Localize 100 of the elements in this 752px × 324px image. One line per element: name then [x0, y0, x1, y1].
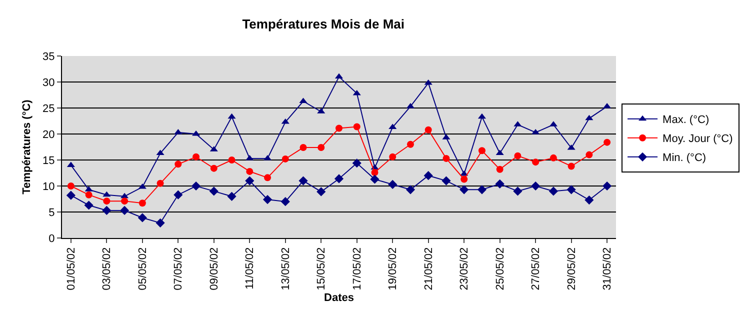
point: [442, 154, 450, 162]
point: [209, 186, 218, 196]
point: [406, 140, 414, 148]
point: [174, 128, 182, 134]
point: [300, 144, 307, 152]
point: [371, 168, 378, 176]
point: [298, 176, 308, 186]
x-tick-label: 31/05/02: [602, 247, 614, 290]
y-tick-label: 0: [48, 232, 55, 245]
point: [103, 198, 110, 205]
x-tick-label: 15/05/02: [316, 247, 328, 290]
legend-label: Moy. Jour (°C): [662, 133, 733, 146]
legend-label: Max. (°C): [662, 114, 710, 126]
point: [532, 128, 540, 134]
x-tick-label: 19/05/02: [387, 247, 400, 290]
point: [550, 154, 557, 162]
x-tick-label: 11/05/02: [244, 247, 256, 290]
point: [495, 179, 504, 188]
x-tick-label: 03/05/02: [101, 247, 114, 290]
x-tick-label: 25/05/02: [494, 247, 506, 290]
point: [531, 181, 540, 191]
point: [282, 155, 289, 162]
x-tick-label: 17/05/02: [351, 247, 364, 290]
point: [352, 90, 361, 96]
point: [210, 164, 218, 172]
point: [406, 185, 416, 194]
point: [138, 200, 146, 207]
point: [102, 191, 111, 197]
point: [566, 185, 576, 194]
point: [246, 154, 254, 160]
x-tick-label: 09/05/02: [208, 247, 220, 290]
point: [262, 194, 272, 204]
point: [514, 152, 522, 160]
y-tick-label: 30: [42, 76, 55, 89]
y-tick-label: 25: [42, 102, 55, 115]
x-tick-label: 23/05/02: [458, 247, 471, 290]
point: [120, 206, 130, 215]
point: [532, 158, 540, 166]
point: [424, 126, 432, 134]
point: [246, 168, 254, 175]
point: [316, 187, 326, 196]
x-tick-label: 21/05/02: [422, 247, 435, 290]
x-tick-label: 07/05/02: [172, 247, 185, 290]
point: [84, 200, 94, 210]
point: [228, 156, 236, 164]
point: [174, 190, 183, 200]
y-tick-label: 35: [42, 50, 55, 63]
point: [228, 113, 236, 119]
point: [477, 185, 487, 194]
y-tick-label: 10: [42, 180, 55, 193]
x-tick-label: 01/05/02: [66, 247, 78, 290]
y-tick-label: 5: [48, 206, 55, 219]
point: [460, 185, 469, 194]
point: [478, 147, 486, 154]
point: [102, 206, 112, 215]
x-tick-label: 13/05/02: [280, 247, 292, 290]
point: [548, 186, 558, 196]
point: [174, 160, 182, 168]
point: [388, 180, 398, 189]
point: [192, 153, 200, 160]
x-tick-label: 05/05/02: [136, 247, 149, 290]
point: [66, 190, 76, 200]
point: [460, 176, 468, 183]
point: [424, 171, 433, 180]
point: [585, 114, 594, 120]
point: [353, 123, 360, 130]
x-tick-label: 29/05/02: [566, 247, 578, 290]
point: [156, 180, 164, 187]
point: [442, 176, 451, 186]
point: [67, 182, 74, 190]
point: [389, 153, 396, 160]
y-tick-label: 15: [42, 154, 55, 167]
point: [602, 181, 612, 191]
x-tick-label: 27/05/02: [530, 247, 542, 290]
point: [568, 162, 575, 170]
x-axis-title: Dates: [324, 292, 354, 304]
point: [280, 197, 290, 206]
point: [513, 186, 522, 196]
point: [604, 138, 611, 146]
point: [584, 195, 594, 205]
point: [370, 174, 380, 184]
point: [138, 213, 147, 222]
y-axis-title: Températures (°C): [21, 99, 33, 194]
point: [334, 174, 344, 184]
point: [227, 192, 236, 201]
point: [352, 158, 362, 168]
point: [156, 218, 165, 228]
point: [603, 102, 612, 108]
point: [586, 151, 593, 158]
point: [85, 191, 92, 198]
point: [496, 166, 504, 173]
point: [191, 181, 201, 191]
chart-title: Températures Mois de Mai: [242, 16, 405, 32]
legend-label: Min. (°C): [662, 152, 706, 164]
point: [336, 124, 342, 132]
point: [121, 198, 128, 205]
point: [318, 144, 325, 152]
y-tick-label: 20: [42, 128, 55, 141]
point: [245, 176, 254, 186]
point: [264, 174, 272, 182]
